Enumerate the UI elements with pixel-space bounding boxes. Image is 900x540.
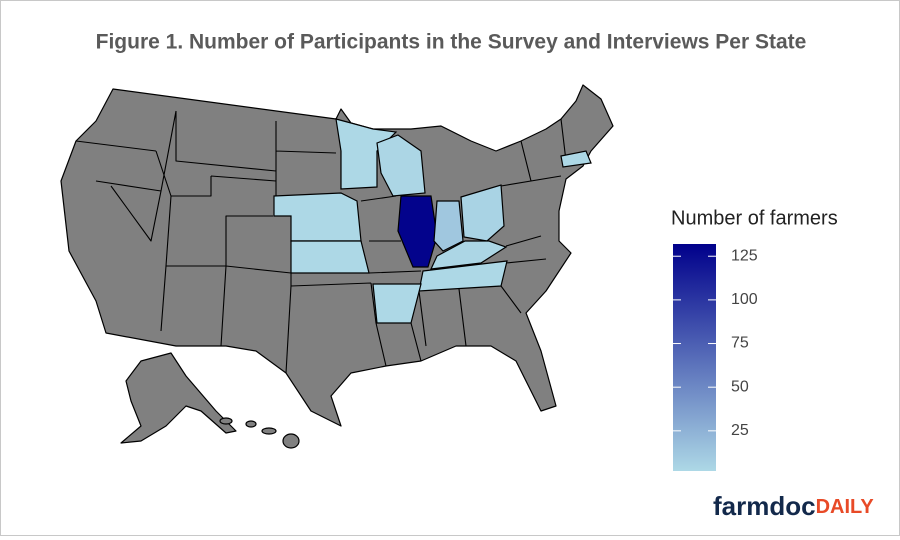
state — [290, 240, 370, 274]
brand-part: farmdoc — [713, 491, 816, 521]
state — [560, 150, 592, 168]
colorbar — [673, 244, 716, 471]
state — [433, 200, 464, 252]
figure-title: Figure 1. Number of Participants in the … — [96, 31, 807, 54]
state — [397, 195, 438, 268]
brand-part: DAILY — [816, 496, 875, 518]
state — [376, 134, 426, 197]
brand-logo: farmdocDAILY — [713, 491, 874, 521]
colorbar-tick-label: 50 — [731, 378, 749, 395]
alaska — [120, 352, 237, 444]
colorbar-tick-label: 75 — [731, 335, 749, 352]
colorbar-tick-label: 125 — [731, 247, 758, 264]
colorbar-tick-label: 25 — [731, 422, 749, 439]
hawaii — [219, 417, 300, 449]
colorbar-tick-label: 100 — [731, 291, 758, 308]
legend-title: Number of farmers — [671, 207, 838, 229]
state — [335, 118, 398, 190]
state — [460, 184, 505, 242]
state — [430, 240, 508, 270]
state — [372, 283, 422, 324]
